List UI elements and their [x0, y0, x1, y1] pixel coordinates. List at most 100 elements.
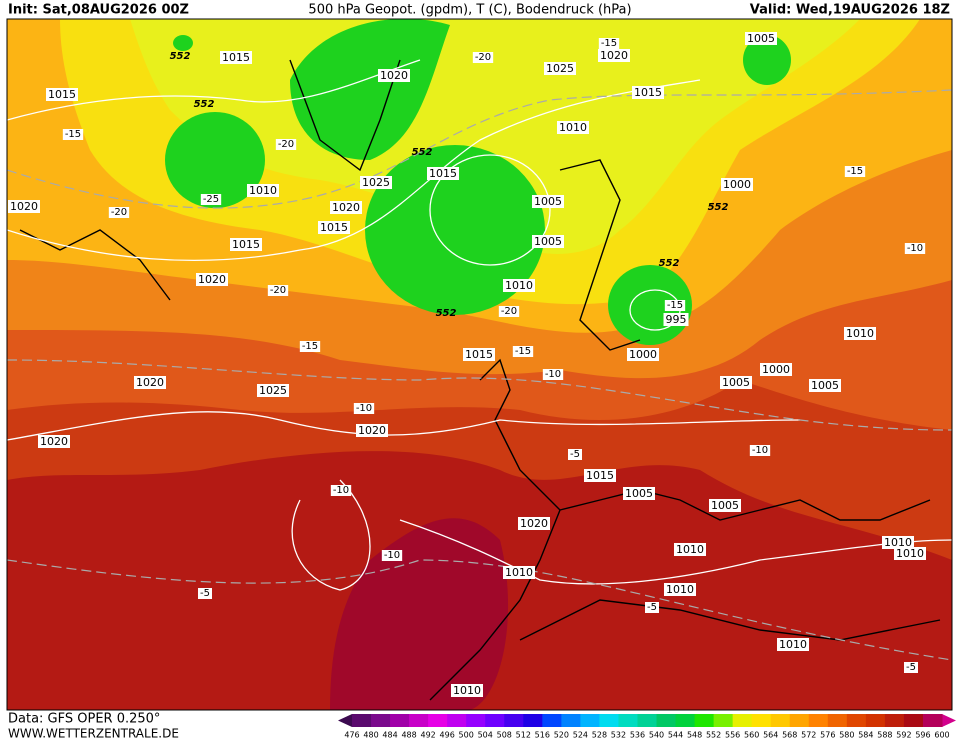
pressure-label-box [8, 200, 40, 213]
pressure-label-text: 1025 [546, 62, 574, 75]
temperature-label: -10 [904, 243, 926, 254]
colorbar-cell [390, 714, 410, 727]
temperature-label: -10 [381, 550, 403, 561]
colorbar-label: 592 [896, 731, 911, 740]
temperature-label-box [330, 485, 352, 496]
pressure-label-box [720, 376, 752, 389]
pressure-label-text: 1020 [332, 201, 360, 214]
pressure-label-box [664, 583, 696, 596]
pressure-label: 1025 [360, 176, 392, 189]
colorbar-label: 476 [344, 731, 359, 740]
colorbar: 476 480 484 488 492 496 500 504 508 512 516 520 524 5… [338, 714, 956, 740]
colorbar-label: 480 [363, 731, 378, 740]
temperature-label-box [108, 207, 130, 218]
colorbar-label: 496 [440, 731, 455, 740]
colorbar-label: 600 [934, 731, 949, 740]
colorbar-cell [770, 714, 791, 727]
temperature-label: -20 [498, 306, 520, 317]
pressure-label-text: 1010 [249, 184, 277, 197]
pressure-label: 1010 [557, 121, 589, 134]
colorbar-cell [485, 714, 505, 727]
temperature-label: -15 [299, 341, 321, 352]
pressure-label-text: 1020 [40, 435, 68, 448]
pressure-label-text: 1015 [586, 469, 614, 482]
pressure-label: 1020 [518, 517, 550, 530]
pressure-label-box [503, 279, 535, 292]
colorbar-cell [599, 714, 619, 727]
pressure-label: 1010 [844, 327, 876, 340]
pressure-label-box [623, 487, 655, 500]
pressure-label: 1010 [247, 184, 279, 197]
pressure-label: 1005 [709, 499, 741, 512]
pressure-label-box [257, 384, 289, 397]
pressure-label: 1010 [503, 279, 535, 292]
colorbar-label: 552 [706, 731, 721, 740]
pressure-label-box [134, 376, 166, 389]
pressure-label-box [844, 327, 876, 340]
pressure-label-box [745, 32, 777, 45]
pressure-label-box [882, 536, 914, 549]
colorbar-label: 500 [459, 731, 474, 740]
pressure-label: 1010 [777, 638, 809, 651]
colorbar-cell [580, 714, 600, 727]
colorbar-label: 488 [401, 731, 416, 740]
colorbar-label: 528 [592, 731, 607, 740]
pressure-label: 1020 [378, 69, 410, 82]
temperature-label: -10 [353, 403, 375, 414]
pressure-label-box [544, 62, 576, 75]
colorbar-cell [504, 714, 524, 727]
pressure-label-box [760, 363, 792, 376]
pressure-label-box [503, 566, 535, 579]
pressure-label-text: 1010 [779, 638, 807, 651]
temperature-label: -15 [512, 346, 534, 357]
temperature-label-text: -5 [647, 602, 657, 613]
pressure-label-box [38, 435, 70, 448]
height-label: 552 [412, 147, 433, 158]
colorbar-cell [561, 714, 581, 727]
temperature-label: -10 [542, 369, 564, 380]
pressure-label-box [777, 638, 809, 651]
pressure-label: 1025 [257, 384, 289, 397]
temperature-label-box [498, 306, 520, 317]
pressure-label: 1015 [318, 221, 350, 234]
colorbar-cell [466, 714, 486, 727]
temperature-label-box [200, 194, 222, 205]
pressure-label-box [532, 195, 564, 208]
pressure-label-box [427, 167, 459, 180]
temperature-label-text: -10 [752, 445, 768, 456]
colorbar-label: 576 [820, 731, 835, 740]
colorbar-label: 560 [744, 731, 759, 740]
colorbar-cell [751, 714, 772, 727]
temperature-label-box [353, 403, 375, 414]
pressure-label: 1015 [230, 238, 262, 251]
temperature-label-text: -15 [847, 166, 863, 177]
temperature-label: -15 [598, 38, 620, 49]
pressure-label-text: 1005 [625, 487, 653, 500]
pressure-label-text: 1025 [259, 384, 287, 397]
pressure-label: 1010 [674, 543, 706, 556]
pressure-label-box [330, 201, 362, 214]
pressure-label-box [532, 235, 564, 248]
temperature-label: -10 [330, 485, 352, 496]
pressure-label-box [247, 184, 279, 197]
temperature-label-box [904, 662, 918, 673]
height-label-text: 552 [412, 147, 433, 158]
temperature-label: -5 [198, 588, 212, 599]
colorbar-arrow-low [338, 714, 352, 727]
pressure-label-text: 1015 [634, 86, 662, 99]
temperature-label: -15 [62, 129, 84, 140]
pressure-label-text: 1015 [48, 88, 76, 101]
colorbar-label: 524 [573, 731, 588, 740]
colorbar-label: 512 [516, 731, 531, 740]
temperature-label-text: -5 [200, 588, 210, 599]
pressure-label: 995 [663, 313, 689, 326]
colorbar-cell [922, 714, 943, 727]
temperature-label-box [598, 38, 620, 49]
temperature-label: -15 [664, 300, 686, 311]
temperature-label-text: -15 [667, 300, 683, 311]
temperature-label-text: -15 [302, 341, 318, 352]
pressure-label: 1005 [532, 195, 564, 208]
colorbar-arrow-high [942, 714, 956, 727]
pressure-label-box [360, 176, 392, 189]
colorbar-label: 504 [478, 731, 493, 740]
